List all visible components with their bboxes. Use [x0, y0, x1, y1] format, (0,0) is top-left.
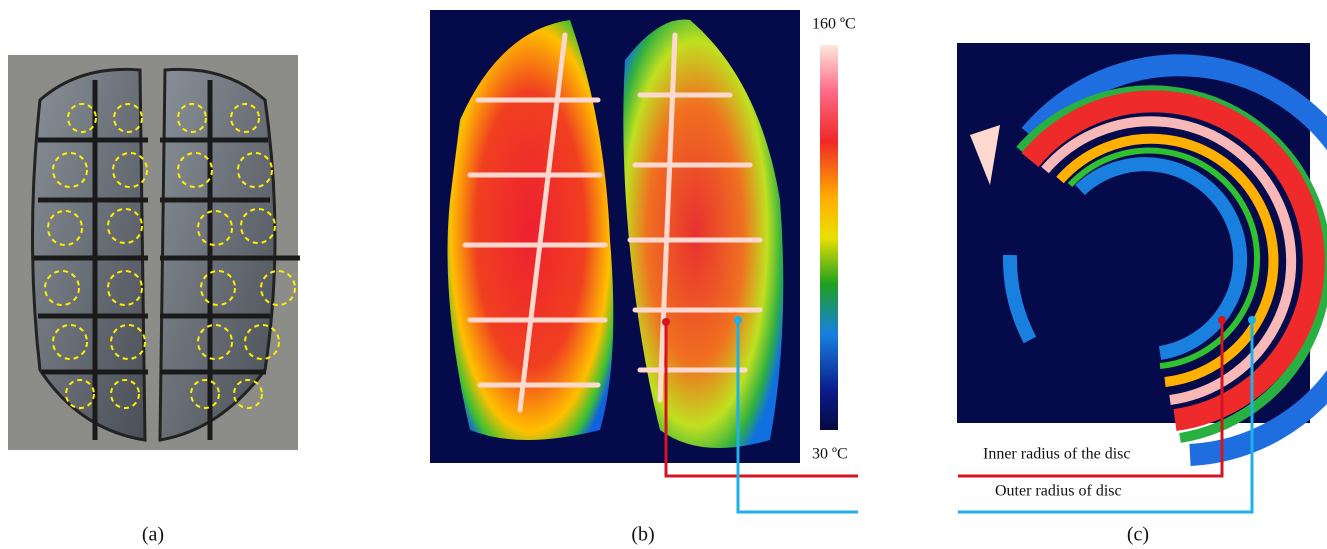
photo-panel — [8, 55, 300, 450]
panel-label: (c) — [1127, 524, 1149, 546]
scale-min-label: 30 ºC — [812, 446, 848, 463]
inner-radius-label: Inner radius of the disc — [983, 446, 1131, 463]
figure: 160 ºC 30 ºC Inner radius of the disc Ou… — [0, 0, 1327, 549]
scale-max-label: 160 ºC — [812, 16, 856, 33]
thermal-pads-panel: 160 ºC 30 ºC — [430, 10, 856, 463]
outer-radius-label: Outer radius of disc — [995, 483, 1122, 500]
color-scale — [820, 45, 838, 430]
panel-label: (b) — [631, 524, 654, 546]
panel-label: (a) — [142, 524, 164, 546]
thermal-disc-panel — [957, 43, 1327, 455]
page: 160 ºC 30 ºC Inner radius of the disc Ou… — [0, 0, 1327, 549]
